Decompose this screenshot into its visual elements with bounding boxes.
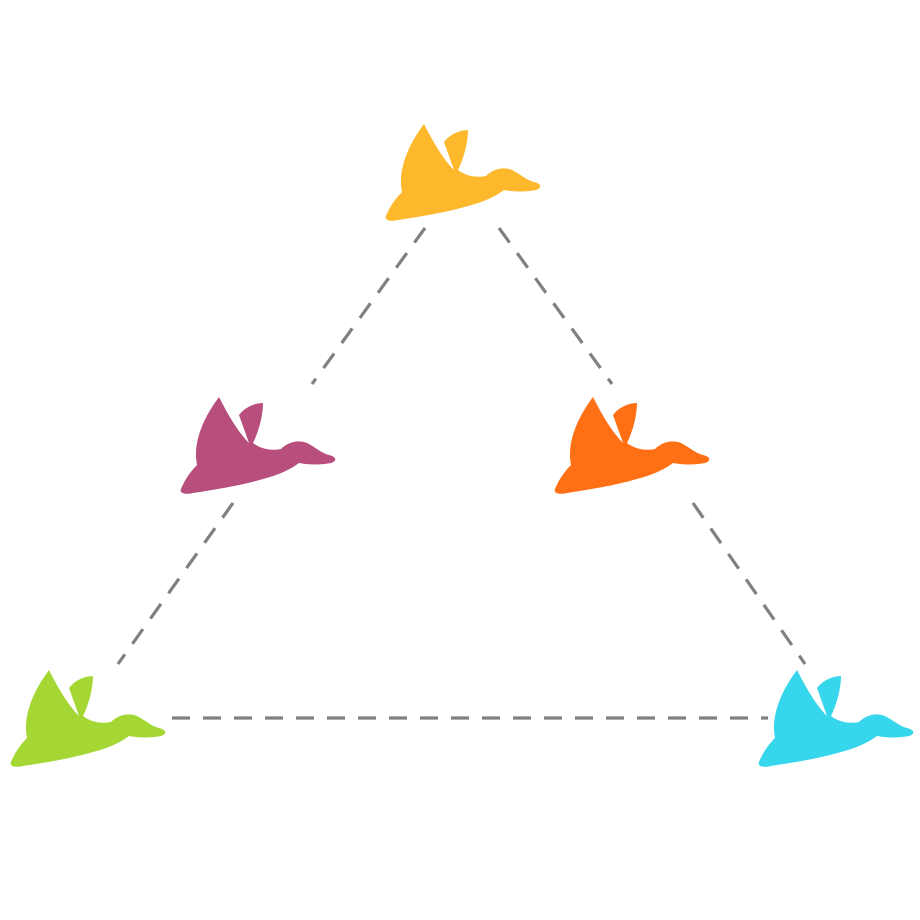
bird-icon-bottom-right	[758, 670, 914, 767]
edge-mid-right-to-bottom-right	[691, 502, 807, 665]
edge-top-to-mid-right	[497, 227, 614, 385]
edge-mid-left-to-bottom-left	[116, 502, 235, 665]
bird-icon-bottom-left	[10, 670, 166, 767]
edge-top-to-mid-left	[310, 227, 427, 385]
bird-icon-mid-right	[554, 397, 710, 494]
bird-icon-mid-left	[180, 397, 336, 494]
bird-icon-top	[385, 124, 541, 221]
edges	[116, 227, 807, 720]
nodes	[10, 124, 914, 767]
